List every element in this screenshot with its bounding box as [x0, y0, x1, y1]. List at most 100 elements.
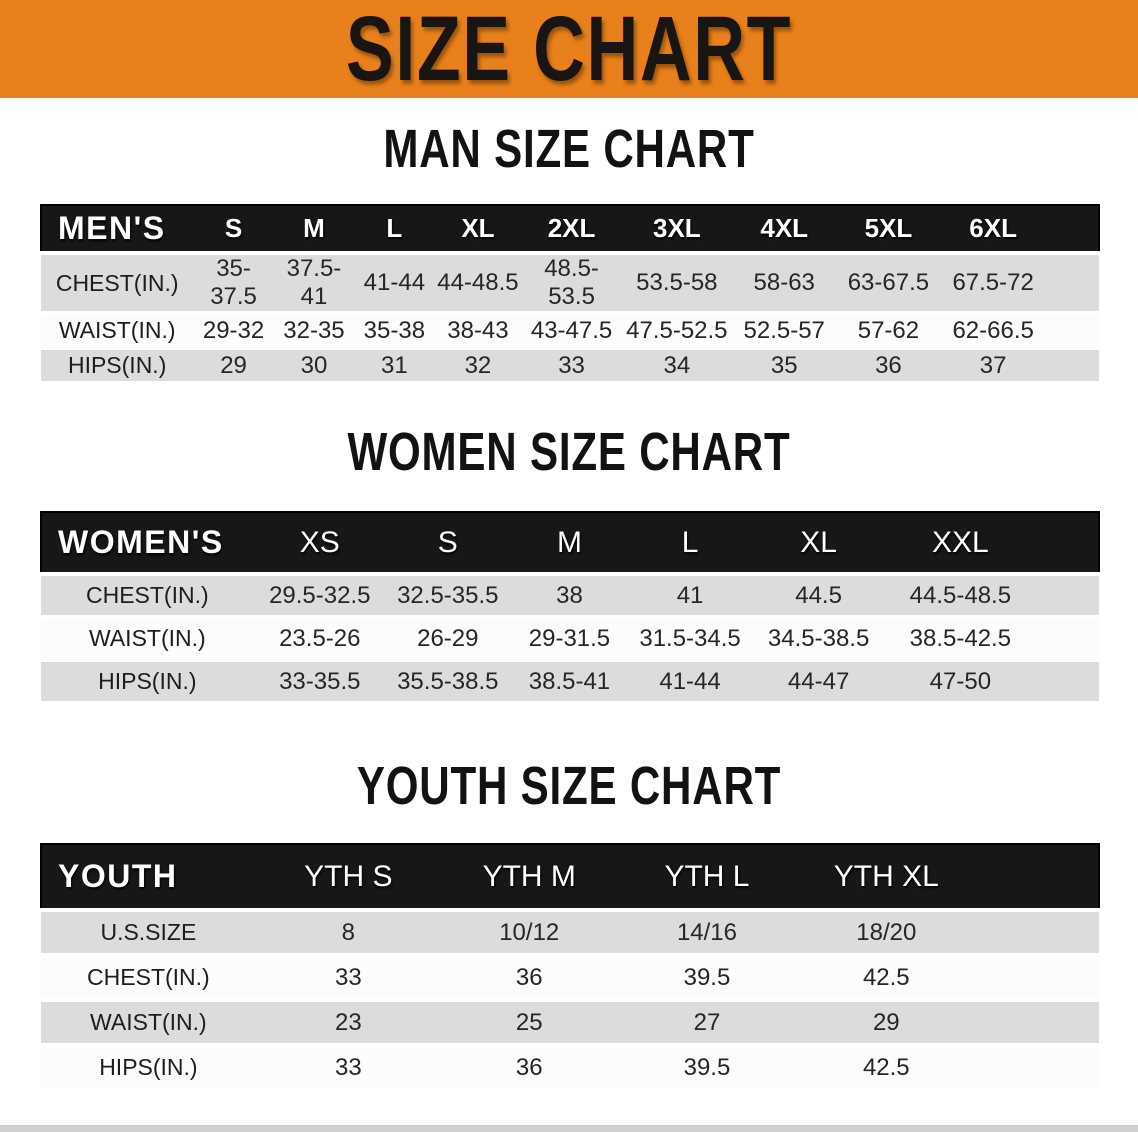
size-value: 33	[558, 351, 585, 379]
column-header: M	[556, 525, 582, 559]
filler-cell	[1034, 617, 1099, 660]
size-value: 38.5-42.5	[909, 624, 1012, 652]
size-value: 36	[515, 963, 543, 991]
column-header: L	[681, 525, 699, 559]
column-header: 5XL	[864, 213, 913, 243]
table-corner-label: MEN'S	[58, 210, 166, 246]
column-header: S	[224, 213, 243, 243]
row-label: WAIST(IN.)	[88, 625, 206, 651]
size-value: 37.5-41	[286, 255, 342, 310]
table-row: CHEST(IN.) 35-37.5 37.5-41 41-44 44-48.5 48.5…	[41, 253, 1099, 313]
size-value: 30	[300, 351, 328, 379]
size-value: 34.5-38.5	[767, 624, 870, 652]
size-value: 36	[515, 1053, 543, 1081]
size-value: 36	[875, 351, 902, 379]
size-value: 42.5	[862, 963, 910, 991]
table-row: HIPS(IN.) 33 36 39.5 42.5	[41, 1045, 1099, 1090]
size-value: 38	[556, 581, 583, 609]
size-value: 44-48.5	[437, 269, 519, 296]
size-value: 10/12	[499, 918, 560, 946]
column-header: M	[303, 213, 325, 243]
size-value: 42.5	[862, 1053, 910, 1081]
size-value: 52.5-57	[743, 316, 825, 344]
size-value: 38-43	[447, 316, 509, 344]
size-value: 29	[220, 351, 247, 379]
size-value: 57-62	[857, 316, 920, 344]
size-value: 41	[676, 581, 704, 609]
filler-cell	[1046, 205, 1099, 253]
column-header: YTH S	[304, 859, 393, 893]
size-value: 32	[464, 351, 492, 379]
column-header: 2XL	[547, 213, 596, 243]
table-header-row: YOUTH YTH S YTH M YTH L YTH XL	[41, 844, 1099, 910]
row-label: U.S.SIZE	[100, 919, 197, 945]
row-label: WAIST(IN.)	[58, 317, 176, 343]
table-row: CHEST(IN.) 29.5-32.5 32.5-35.5 38 41 44.5 44.5…	[41, 574, 1099, 617]
size-section-0: MAN SIZE CHART MEN'S S M L XL 2XL 3XL 4XL 5XL 6XL C…	[0, 118, 1138, 385]
banner-title: SIZE CHART	[345, 0, 793, 98]
size-value: 62-66.5	[952, 316, 1034, 344]
column-header: 4XL	[760, 213, 809, 243]
column-header: YTH L	[664, 859, 750, 893]
size-value: 44.5	[795, 581, 842, 609]
size-value: 32-35	[283, 316, 345, 344]
size-value: 26-29	[417, 624, 479, 652]
column-header: XL	[800, 525, 837, 559]
size-value: 35-38	[363, 316, 426, 344]
size-value: 39.5	[683, 963, 731, 991]
filler-cell	[1046, 253, 1099, 313]
size-value: 33	[334, 963, 362, 991]
size-value: 48.5-53.5	[544, 255, 599, 310]
size-table-1: WOMEN'S XS S M L XL XXL CHEST(IN.) 29.5-32.5 32.5…	[40, 511, 1100, 705]
table-header-row: MEN'S S M L XL 2XL 3XL 4XL 5XL 6XL	[41, 205, 1099, 253]
size-table-2: YOUTH YTH S YTH M YTH L YTH XL U.S.SIZE 8 10/12…	[40, 843, 1100, 1092]
size-value: 53.5-58	[636, 269, 718, 296]
column-header: YTH M	[482, 859, 576, 893]
filler-cell	[1034, 574, 1099, 617]
size-value: 67.5-72	[952, 269, 1034, 296]
size-value: 29	[872, 1008, 900, 1036]
row-label: WAIST(IN.)	[90, 1009, 207, 1035]
size-chart-banner: SIZE CHART	[0, 0, 1138, 98]
size-value: 27	[693, 1008, 721, 1036]
size-value: 23	[334, 1008, 362, 1036]
row-label: CHEST(IN.)	[55, 269, 179, 296]
section-heading: MAN SIZE CHART	[0, 118, 1138, 180]
size-value: 58-63	[753, 269, 815, 296]
filler-cell	[1034, 660, 1099, 703]
table-row: CHEST(IN.) 33 36 39.5 42.5	[41, 955, 1099, 1000]
table-corner-label: YOUTH	[58, 858, 178, 894]
size-value: 44.5-48.5	[909, 581, 1012, 609]
row-label: CHEST(IN.)	[87, 964, 210, 990]
size-value: 41-44	[363, 269, 426, 296]
size-value: 33-35.5	[279, 667, 361, 695]
filler-cell	[976, 1045, 1099, 1090]
table-row: U.S.SIZE 8 10/12 14/16 18/20	[41, 910, 1099, 955]
size-value: 47.5-52.5	[626, 316, 728, 344]
table-row: WAIST(IN.) 29-32 32-35 35-38 38-43 43-47.5 47.…	[41, 313, 1099, 348]
filler-cell	[976, 844, 1099, 910]
size-value: 29.5-32.5	[269, 581, 371, 609]
section-heading: YOUTH SIZE CHART	[0, 755, 1138, 817]
column-header: S	[437, 525, 458, 559]
size-value: 44-47	[787, 667, 850, 695]
size-value: 25	[515, 1008, 543, 1036]
column-header: L	[386, 213, 403, 243]
size-value: 14/16	[676, 918, 737, 946]
size-section-2: YOUTH SIZE CHART YOUTH YTH S YTH M YTH L YTH …	[0, 755, 1138, 1092]
table-row: WAIST(IN.) 23.5-26 26-29 29-31.5 31.5-34.5 34…	[41, 617, 1099, 660]
size-section-1: WOMEN SIZE CHART WOMEN'S XS S M L XL XXL CHEST(I…	[0, 421, 1138, 705]
column-header: XL	[461, 213, 495, 243]
section-heading-text: WOMEN SIZE CHART	[347, 422, 791, 482]
section-heading: WOMEN SIZE CHART	[0, 421, 1138, 483]
size-value: 63-67.5	[847, 269, 930, 296]
size-value: 35	[770, 351, 798, 379]
column-header: XXL	[932, 525, 989, 559]
table-row: HIPS(IN.) 29 30 31 32 33 34 35 36 37	[41, 348, 1099, 383]
table-corner-label: WOMEN'S	[58, 524, 224, 560]
sections: MAN SIZE CHART MEN'S S M L XL 2XL 3XL 4XL 5XL 6XL C…	[0, 118, 1138, 1092]
size-value: 35.5-38.5	[397, 667, 499, 695]
size-value: 32.5-35.5	[397, 581, 499, 609]
row-label: CHEST(IN.)	[85, 582, 209, 608]
